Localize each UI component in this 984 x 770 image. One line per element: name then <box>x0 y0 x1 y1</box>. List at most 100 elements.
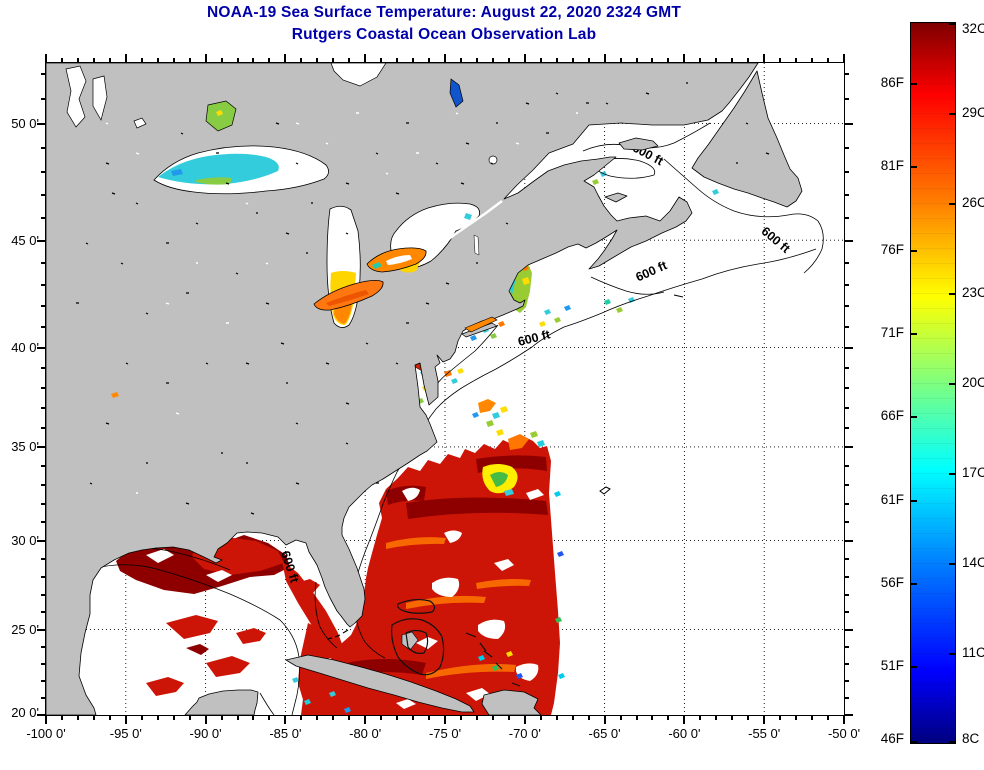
x-axis-tick <box>539 58 542 62</box>
x-axis-tick <box>683 716 686 724</box>
y-axis-tick <box>41 387 45 390</box>
sst-cyan-fleck <box>504 489 514 496</box>
y-axis-tick <box>845 446 853 449</box>
y-axis-tick <box>845 346 853 349</box>
x-axis-tick <box>475 58 478 62</box>
y-axis-tick <box>41 326 45 329</box>
x-axis-tick <box>619 716 622 720</box>
colorbar-tick-celsius <box>949 383 955 385</box>
x-axis-tick-label: -100 0' <box>26 726 66 741</box>
x-axis-tick-label: -75 0' <box>428 726 462 741</box>
x-axis-tick <box>843 54 845 62</box>
colorbar-label-fahrenheit: 46F <box>880 731 904 746</box>
colorbar-label-celsius: 23C <box>962 285 984 300</box>
y-axis-tick <box>845 194 849 197</box>
sst-edge-specks <box>292 491 565 713</box>
lake-superior-green <box>196 177 232 185</box>
florida-keys <box>326 629 349 640</box>
y-axis-tick <box>41 304 45 307</box>
colorbar-tick-fahrenheit <box>911 416 917 419</box>
colorbar-tick-fahrenheit <box>911 166 917 169</box>
y-axis-tick <box>845 714 853 716</box>
y-axis-tick <box>41 611 45 614</box>
lake-ontario-white <box>386 255 412 265</box>
colorbar-label-celsius: 26C <box>962 195 984 210</box>
y-axis-tick <box>845 575 849 578</box>
x-axis-tick <box>795 58 798 62</box>
y-axis-tick <box>845 407 849 410</box>
y-axis-tick <box>845 387 849 390</box>
y-axis-tick <box>845 697 849 700</box>
x-axis-tick-label: -90 0' <box>189 726 222 741</box>
sst-green-patch <box>490 472 508 487</box>
colorbar-label-celsius: 20C <box>962 375 984 390</box>
x-axis-tick <box>539 716 542 720</box>
x-axis-tick <box>491 716 494 720</box>
x-axis-tick <box>827 716 830 720</box>
sst-midatl-scatter <box>417 368 545 450</box>
x-axis-tick <box>252 58 255 62</box>
colorbar-label-fahrenheit: 51F <box>880 658 904 674</box>
x-axis-tick <box>731 716 734 720</box>
y-axis-tick <box>41 217 45 220</box>
x-axis-tick <box>619 58 622 62</box>
st-lawrence-river <box>429 200 503 255</box>
y-axis-tick <box>41 484 45 487</box>
x-axis-tick <box>667 716 670 720</box>
land-layer <box>46 63 803 715</box>
x-axis-tick-label: -80 0' <box>349 726 382 741</box>
lake-manitoba <box>92 75 108 121</box>
y-axis-tick <box>41 697 45 700</box>
x-axis-tick <box>763 716 766 724</box>
land-yucatan <box>184 689 259 715</box>
y-axis-tick <box>845 170 849 173</box>
x-axis-tick <box>396 716 399 720</box>
colorbar-label-celsius: 17C <box>962 465 984 480</box>
sst-fleck <box>522 277 530 285</box>
x-axis-tick <box>76 716 79 720</box>
y-axis-tick <box>41 98 45 101</box>
x-axis-tick <box>188 716 191 720</box>
sst-data-layer <box>116 171 719 715</box>
y-axis-tick <box>845 239 853 242</box>
x-axis-tick <box>396 58 399 62</box>
lac-st-jean <box>488 155 498 165</box>
x-axis-tick <box>507 716 510 720</box>
james-bay <box>330 63 387 87</box>
x-axis-tick <box>444 716 446 724</box>
x-axis-tick <box>747 716 750 720</box>
x-axis-tick <box>252 716 255 720</box>
sst-map: 600 ft 600 ft 600 ft 600 ft 600 ft <box>46 63 844 715</box>
x-axis-tick <box>348 716 351 720</box>
colorbar-label-fahrenheit: 61F <box>880 491 904 507</box>
y-axis-tick <box>845 539 853 542</box>
colorbar-label-celsius: 32C <box>962 21 984 36</box>
x-axis-tick <box>683 54 686 62</box>
lake-nipigon <box>205 100 237 132</box>
x-axis-tick <box>124 54 127 62</box>
x-axis-tick <box>667 58 670 62</box>
lake-ontario-teal <box>372 262 382 269</box>
y-axis-tick <box>41 680 45 683</box>
x-axis-tick <box>45 716 47 724</box>
gulf-cloud-holes <box>146 549 232 582</box>
x-axis-tick <box>380 58 383 62</box>
x-axis-tick-label: -60 0' <box>668 726 701 741</box>
y-axis-tick <box>41 575 45 578</box>
y-axis-tick <box>37 446 45 449</box>
y-axis-tick <box>41 283 45 286</box>
sable-island <box>673 294 684 298</box>
y-axis-tick <box>37 239 45 242</box>
x-axis-tick <box>284 716 287 724</box>
y-axis-tick <box>37 346 45 349</box>
x-axis-tick <box>651 58 654 62</box>
x-axis-tick <box>92 716 95 720</box>
x-axis-tick <box>491 58 494 62</box>
sst-gulf-dark-spot <box>186 644 209 655</box>
colorbar-tick-celsius <box>949 293 955 295</box>
land-lake-speck-yellow <box>216 110 223 116</box>
x-axis-tick-label: -95 0' <box>109 726 142 741</box>
x-axis-tick <box>587 716 590 720</box>
x-axis-tick <box>603 54 606 62</box>
x-axis-tick-label: -85 0' <box>269 726 302 741</box>
